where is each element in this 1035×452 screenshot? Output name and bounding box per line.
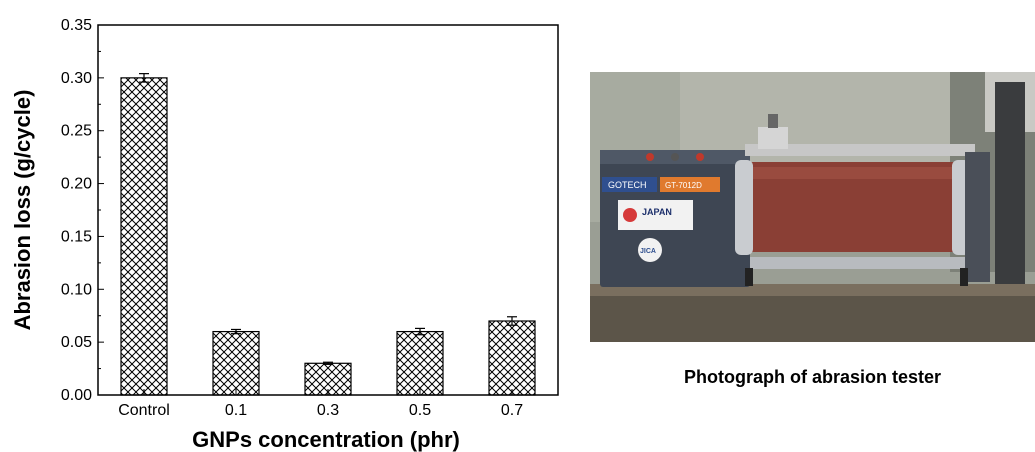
y-tick-label: 0.05 [61, 334, 92, 351]
x-tick-label: 0.7 [501, 402, 523, 419]
y-axis: 0.00 0.05 0.10 0.15 0.20 0.25 0.30 0.35 [61, 17, 104, 404]
japan-label: JAPAN [642, 207, 672, 217]
x-tick-label: 0.1 [225, 402, 247, 419]
abrasion-drum [740, 162, 965, 252]
photo-caption: Photograph of abrasion tester [683, 367, 942, 387]
x-axis-title: GNPs concentration (phr) [192, 427, 460, 452]
y-tick-label: 0.20 [61, 176, 92, 193]
bar-0.7 [488, 320, 536, 396]
y-tick-label: 0.10 [61, 281, 92, 298]
bar-chart: 0.00 0.05 0.10 0.15 0.20 0.25 0.30 0.35 Control… [10, 17, 559, 452]
x-axis: Control 0.1 0.3 0.5 0.7 [118, 389, 523, 419]
y-tick-label: 0.35 [61, 17, 92, 34]
model-label: GT-7012D [665, 181, 702, 190]
bars [120, 73, 536, 396]
bar-0.1 [212, 330, 260, 396]
bar-Control [120, 77, 168, 396]
brand-label: GOTECH [608, 180, 647, 190]
jica-label: JICA [640, 248, 656, 255]
y-axis-title: Abrasion loss (g/cycle) [10, 90, 35, 331]
y-tick-label: 0.25 [61, 123, 92, 140]
x-tick-label: Control [118, 402, 170, 419]
abrasion-tester-photo: GOTECH GT-7012D JAPAN JICA [590, 72, 1035, 342]
bar-0.5 [396, 330, 444, 396]
y-tick-label: 0.00 [61, 387, 92, 404]
x-tick-label: 0.3 [317, 402, 339, 419]
y-tick-label: 0.30 [61, 70, 92, 87]
y-tick-label: 0.15 [61, 228, 92, 245]
x-tick-label: 0.5 [409, 402, 431, 419]
